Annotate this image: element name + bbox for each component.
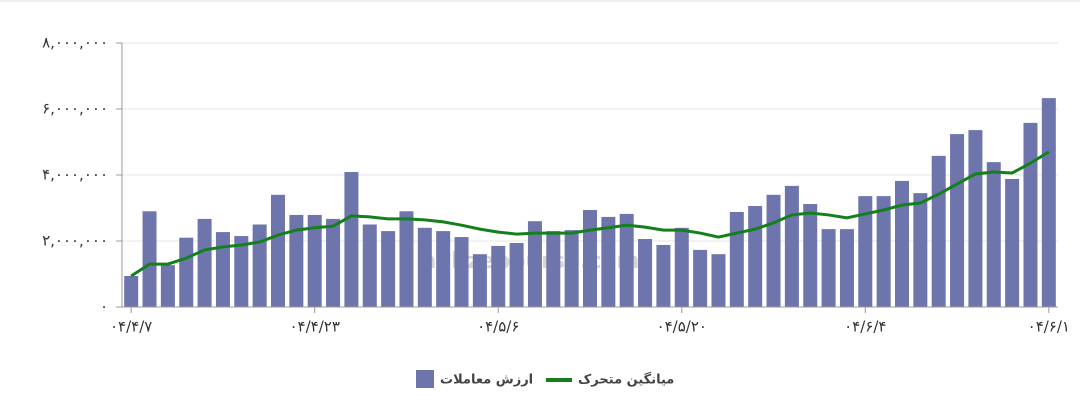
bar <box>1005 178 1020 307</box>
bar <box>766 194 781 307</box>
bar <box>839 229 854 307</box>
bar <box>711 254 726 307</box>
x-tick-label: ۰۴/۶/۱ <box>1028 318 1070 336</box>
bar <box>858 196 873 307</box>
moving-average-line <box>130 150 1050 278</box>
bar <box>215 232 230 307</box>
bar <box>950 134 965 307</box>
bar <box>638 239 653 307</box>
bar <box>986 162 1001 307</box>
bar <box>252 224 267 307</box>
bar <box>399 211 414 307</box>
bar <box>527 221 542 307</box>
x-tick-label: ۰۴/۴/۲۳ <box>290 318 340 336</box>
x-tick-label: ۰۴/۵/۲۰ <box>657 318 707 336</box>
bar <box>289 214 304 307</box>
bar <box>417 227 432 307</box>
bar <box>931 155 946 307</box>
bar <box>876 196 891 307</box>
bar <box>491 245 506 307</box>
bar <box>142 211 157 307</box>
y-tick-label: ۶,۰۰۰,۰۰۰ <box>42 100 108 118</box>
bar <box>913 193 928 307</box>
bar <box>546 231 561 307</box>
bar <box>1023 122 1038 307</box>
bar <box>509 242 524 307</box>
x-tick-label: ۰۴/۵/۶ <box>477 318 519 336</box>
bar <box>674 227 689 307</box>
bar <box>160 265 175 307</box>
legend-label: ارزش معاملات <box>440 373 533 388</box>
bar <box>821 229 836 307</box>
bar <box>784 185 799 307</box>
legend-label: میانگین متحرک <box>578 372 674 388</box>
bar <box>656 244 671 307</box>
y-tick-label: ۴,۰۰۰,۰۰۰ <box>42 166 108 184</box>
bar <box>234 236 249 307</box>
bar <box>968 130 983 307</box>
x-tick-label: ۰۴/۴/۷ <box>110 318 152 336</box>
bar <box>454 237 469 307</box>
bar <box>803 204 818 307</box>
bar <box>693 249 708 307</box>
bar <box>472 254 487 307</box>
y-tick-label: ۰ <box>100 298 108 316</box>
bar <box>124 275 139 307</box>
bar <box>381 231 396 307</box>
bar <box>619 213 634 307</box>
bar <box>271 194 285 307</box>
bar <box>1041 98 1056 307</box>
legend-swatch <box>416 370 434 388</box>
bar <box>436 231 451 307</box>
bar <box>344 172 359 307</box>
bar <box>583 209 597 307</box>
bar <box>179 237 194 307</box>
y-tick-label: ۸,۰۰۰,۰۰۰ <box>42 34 108 52</box>
x-tick-label: ۰۴/۶/۴ <box>844 318 886 336</box>
bar <box>748 206 763 307</box>
bar <box>362 224 377 307</box>
bar <box>895 180 909 307</box>
bar <box>601 216 616 307</box>
bar <box>326 218 341 307</box>
bar <box>564 230 579 307</box>
bar <box>307 214 322 307</box>
bar <box>729 211 744 307</box>
bar <box>197 218 212 307</box>
y-tick-label: ۲,۰۰۰,۰۰۰ <box>42 232 108 250</box>
